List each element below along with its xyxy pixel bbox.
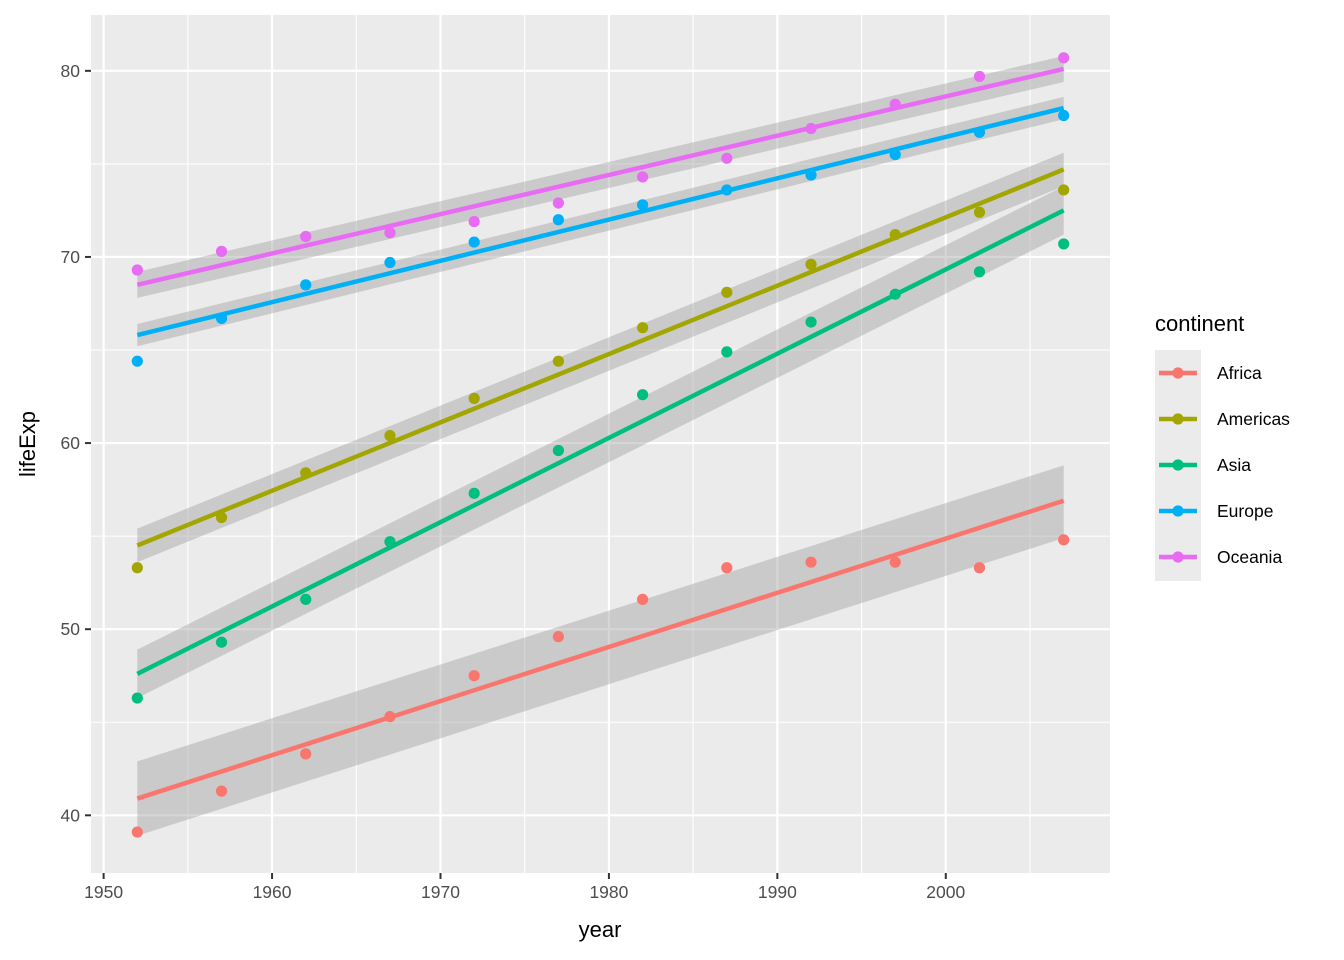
fit-line-africa <box>136 498 1065 801</box>
fit-lines <box>136 66 1065 801</box>
axes: 1950 1960 1970 1980 1990 2000 40 50 60 70 80 <box>61 61 966 902</box>
data-point-americas <box>1058 184 1070 196</box>
data-point-europe <box>805 169 817 181</box>
data-point-americas <box>889 229 901 241</box>
data-point-europe <box>721 184 733 196</box>
data-point-europe <box>384 256 396 269</box>
data-point-americas <box>300 467 312 479</box>
data-point-oceania <box>805 122 817 135</box>
data-point-asia <box>300 593 312 606</box>
data-point-asia <box>1058 238 1070 250</box>
legend-key-point-asia <box>1172 459 1184 471</box>
data-point-americas <box>637 322 649 334</box>
data-point-asia <box>721 346 733 358</box>
data-point-oceania <box>215 245 228 257</box>
data-point-oceania <box>1058 52 1070 64</box>
data-point-europe <box>637 199 649 211</box>
fit-line-oceania <box>136 66 1065 288</box>
y-tick-label: 40 <box>61 805 81 825</box>
data-point-africa <box>468 670 480 682</box>
data-point-europe <box>889 148 901 161</box>
data-point-oceania <box>468 215 480 228</box>
data-point-africa <box>1058 534 1070 546</box>
data-point-asia <box>468 487 480 499</box>
data-point-africa <box>131 826 143 838</box>
data-points <box>131 52 1070 838</box>
data-point-africa <box>384 711 396 723</box>
legend-key-point-americas <box>1172 413 1184 425</box>
data-point-oceania <box>637 171 649 183</box>
legend-title: continent <box>1155 311 1244 336</box>
x-tick-label: 1960 <box>253 882 292 902</box>
major-gridlines <box>91 15 1110 873</box>
data-point-asia <box>889 288 901 300</box>
data-point-africa <box>889 556 901 568</box>
data-point-oceania <box>973 70 986 83</box>
legend-label-europe: Europe <box>1217 501 1273 521</box>
data-point-asia <box>637 389 649 401</box>
y-tick-label: 60 <box>61 433 81 453</box>
data-point-africa <box>721 562 733 574</box>
legend-label-oceania: Oceania <box>1217 547 1282 567</box>
data-point-americas <box>215 511 228 524</box>
x-tick-label: 1990 <box>758 882 797 902</box>
legend-label-americas: Americas <box>1217 409 1290 429</box>
data-point-americas <box>468 392 480 405</box>
data-point-europe <box>1058 109 1070 122</box>
data-point-africa <box>805 556 817 568</box>
x-tick-label: 1970 <box>421 882 460 902</box>
fit-line-asia <box>136 208 1065 676</box>
data-point-oceania <box>131 264 143 276</box>
data-point-asia <box>973 266 986 278</box>
data-point-africa <box>215 785 228 797</box>
data-point-americas <box>973 206 986 218</box>
data-point-oceania <box>384 227 396 239</box>
data-point-africa <box>552 631 564 643</box>
data-point-asia <box>805 316 817 328</box>
x-axis-title: year <box>579 917 622 942</box>
data-point-americas <box>384 430 396 442</box>
legend-key-point-africa <box>1172 367 1184 379</box>
y-tick-label: 80 <box>61 61 81 81</box>
fit-line-europe <box>136 105 1065 338</box>
fit-line-americas <box>136 167 1065 548</box>
data-point-asia <box>131 692 143 704</box>
data-point-asia <box>552 444 564 457</box>
data-point-europe <box>215 312 228 324</box>
data-point-africa <box>973 562 986 574</box>
y-tick-label: 50 <box>61 619 81 639</box>
data-point-oceania <box>889 98 901 110</box>
data-point-africa <box>300 748 312 760</box>
data-point-europe <box>131 355 143 367</box>
legend-items: Africa Americas Asia Europe Oceania <box>1159 363 1290 567</box>
data-point-americas <box>721 286 733 298</box>
data-point-americas <box>131 562 143 574</box>
x-tick-label: 1980 <box>589 882 628 902</box>
legend-label-africa: Africa <box>1217 363 1262 383</box>
data-point-oceania <box>721 152 733 164</box>
data-point-asia <box>384 536 396 548</box>
data-point-americas <box>552 355 564 367</box>
data-point-europe <box>468 236 480 248</box>
data-point-americas <box>805 258 817 270</box>
x-tick-label: 1950 <box>84 882 123 902</box>
legend-key-point-oceania <box>1172 551 1184 563</box>
legend-key-point-europe <box>1172 505 1184 517</box>
data-point-europe <box>552 214 564 226</box>
data-point-europe <box>300 279 312 291</box>
legend: continent Africa Americas Asia Europe Oceani… <box>1155 311 1290 581</box>
data-point-oceania <box>552 197 564 209</box>
legend-label-asia: Asia <box>1217 455 1251 475</box>
data-point-europe <box>973 126 986 138</box>
x-tick-label: 2000 <box>926 882 965 902</box>
data-point-africa <box>637 593 649 606</box>
y-tick-label: 70 <box>61 247 81 267</box>
data-point-oceania <box>300 230 312 243</box>
y-axis-title: lifeExp <box>15 411 40 477</box>
data-point-asia <box>215 636 228 648</box>
